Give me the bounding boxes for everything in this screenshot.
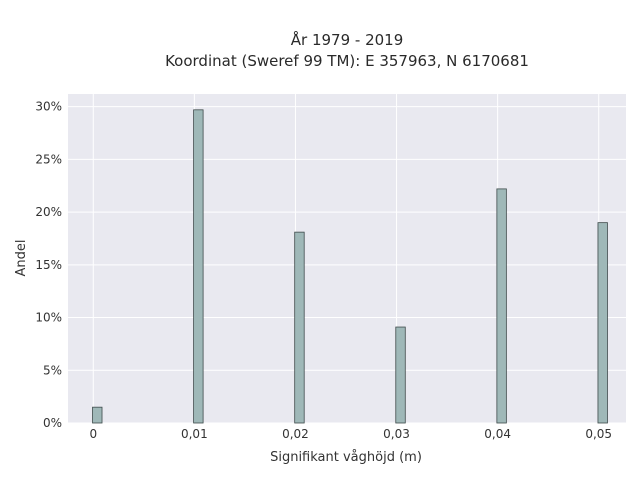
x-axis-label: Signifikant våghöjd (m) <box>270 450 422 465</box>
plot-area <box>68 94 626 423</box>
bar[interactable] <box>294 231 305 424</box>
x-axis-ticks: 0 0,01 0,02 0,03 0,04 0,05 <box>89 427 612 441</box>
y-tick-label: 10% <box>35 311 62 325</box>
y-tick-label: 20% <box>35 205 62 219</box>
x-tick-label: 0 <box>89 427 97 441</box>
chart-subtitle: Koordinat (Sweref 99 TM): E 357963, N 61… <box>165 52 529 70</box>
x-tick-label: 0,03 <box>383 427 410 441</box>
y-tick-label: 5% <box>43 363 62 377</box>
y-tick-label: 15% <box>35 258 62 272</box>
chart-title: År 1979 - 2019 <box>291 30 404 49</box>
x-tick-label: 0,02 <box>282 427 309 441</box>
y-tick-label: 0% <box>43 416 62 430</box>
bar[interactable] <box>597 222 608 424</box>
x-tick-label: 0,01 <box>181 427 208 441</box>
x-tick-label: 0,04 <box>484 427 511 441</box>
bar[interactable] <box>395 326 406 424</box>
x-tick-label: 0,05 <box>585 427 612 441</box>
y-tick-label: 25% <box>35 152 62 166</box>
bars <box>92 109 608 424</box>
bar[interactable] <box>92 406 103 424</box>
y-axis-ticks: 0% 5% 10% 15% 20% 25% 30% <box>35 100 62 430</box>
y-tick-label: 30% <box>35 100 62 114</box>
y-axis-label: Andel <box>14 240 29 277</box>
bar[interactable] <box>193 109 204 424</box>
bar[interactable] <box>496 188 507 424</box>
